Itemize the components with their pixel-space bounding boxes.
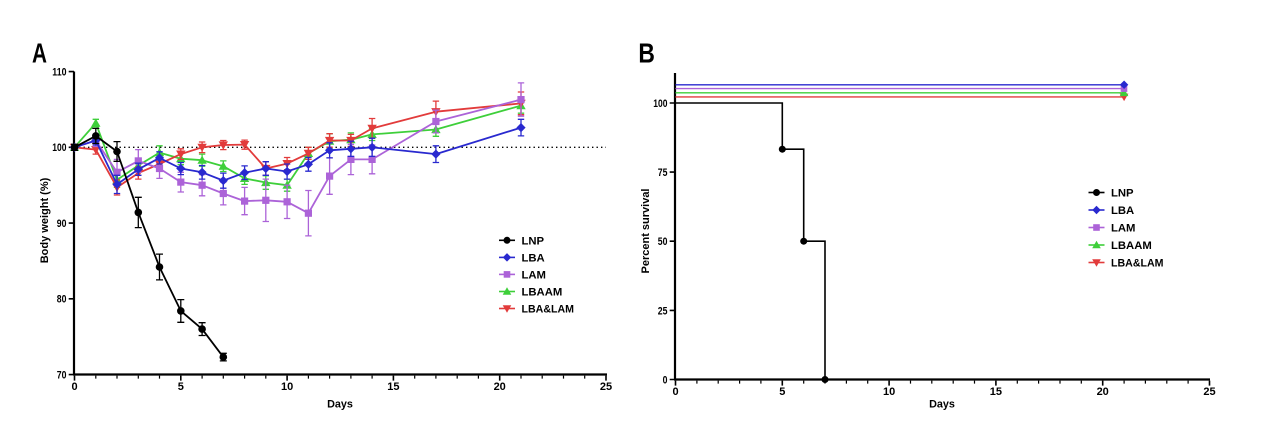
svg-text:75: 75 [658, 167, 668, 179]
svg-text:100: 100 [653, 98, 667, 110]
svg-text:0: 0 [663, 374, 668, 386]
svg-text:Days: Days [929, 399, 955, 411]
svg-text:0: 0 [672, 386, 678, 398]
svg-text:Percent survival: Percent survival [640, 189, 652, 274]
svg-text:LNP: LNP [522, 235, 545, 247]
svg-text:LBA: LBA [1111, 205, 1134, 217]
svg-text:20: 20 [1097, 386, 1109, 398]
svg-text:70: 70 [57, 369, 67, 381]
svg-text:LAM: LAM [522, 270, 546, 282]
svg-text:Body weight (%): Body weight (%) [39, 177, 51, 263]
svg-text:10: 10 [883, 386, 895, 398]
svg-text:5: 5 [178, 381, 184, 393]
svg-text:100: 100 [52, 142, 66, 154]
svg-text:25: 25 [600, 381, 612, 393]
svg-text:50: 50 [658, 236, 668, 248]
svg-text:80: 80 [57, 294, 67, 306]
svg-text:B: B [638, 38, 655, 69]
svg-text:110: 110 [52, 67, 66, 79]
svg-text:25: 25 [658, 305, 668, 317]
svg-text:Days: Days [327, 399, 353, 411]
svg-text:25: 25 [1203, 386, 1215, 398]
svg-text:10: 10 [281, 381, 293, 393]
svg-text:LBA: LBA [522, 253, 545, 265]
svg-text:LAM: LAM [1111, 223, 1135, 235]
svg-text:LBA&LAM: LBA&LAM [522, 304, 575, 316]
svg-text:LBAAM: LBAAM [522, 287, 563, 299]
svg-text:5: 5 [779, 386, 785, 398]
svg-text:15: 15 [990, 386, 1002, 398]
svg-text:20: 20 [494, 381, 506, 393]
svg-text:LBA&LAM: LBA&LAM [1111, 258, 1164, 270]
svg-text:90: 90 [57, 218, 67, 230]
svg-text:0: 0 [71, 381, 77, 393]
svg-text:15: 15 [387, 381, 399, 393]
svg-text:LBAAM: LBAAM [1111, 240, 1152, 252]
svg-text:LNP: LNP [1111, 188, 1134, 200]
svg-text:A: A [32, 38, 47, 69]
